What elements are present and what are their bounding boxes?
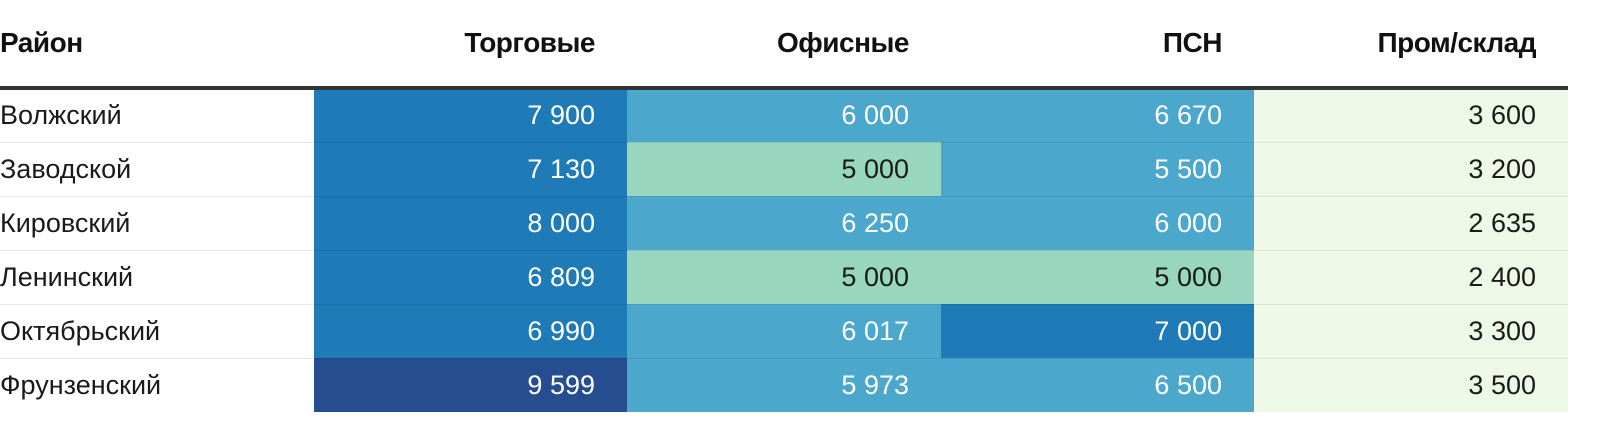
heat-cell-retail: 6 809 xyxy=(314,250,627,305)
column-header-retail: Торговые xyxy=(314,0,627,90)
row-label: Кировский xyxy=(0,196,314,251)
heat-cell-retail: 9 599 xyxy=(314,358,627,412)
heat-cell-psn: 6 500 xyxy=(941,358,1254,412)
heat-cell-office: 6 017 xyxy=(627,304,941,359)
table-row: Заводской 7 130 5 000 5 500 3 200 xyxy=(0,142,1568,197)
row-label: Октябрьский xyxy=(0,304,314,359)
heat-cell-psn: 6 670 xyxy=(941,88,1254,143)
heat-cell-industrial: 3 300 xyxy=(1254,304,1568,359)
column-header-psn: ПСН xyxy=(941,0,1254,90)
row-label: Фрунзенский xyxy=(0,358,314,412)
header-row: Район Торговые Офисные ПСН Пром/склад xyxy=(0,0,1568,90)
heatmap-table: Район Торговые Офисные ПСН Пром/склад Во… xyxy=(0,0,1568,412)
heat-cell-psn: 7 000 xyxy=(941,304,1254,359)
heatmap-body: Волжский 7 900 6 000 6 670 3 600 Заводской 7 1… xyxy=(0,88,1568,412)
heat-cell-retail: 7 900 xyxy=(314,88,627,143)
heat-cell-office: 5 000 xyxy=(627,250,941,305)
heat-cell-industrial: 3 200 xyxy=(1254,142,1568,197)
heat-cell-office: 5 000 xyxy=(627,142,941,197)
heat-cell-industrial: 3 600 xyxy=(1254,88,1568,143)
heat-cell-retail: 8 000 xyxy=(314,196,627,251)
heat-cell-psn: 5 000 xyxy=(941,250,1254,305)
heat-cell-industrial: 3 500 xyxy=(1254,358,1568,412)
column-header-office: Офисные xyxy=(627,0,941,90)
table-row: Волжский 7 900 6 000 6 670 3 600 xyxy=(0,88,1568,143)
table-row: Ленинский 6 809 5 000 5 000 2 400 xyxy=(0,250,1568,305)
heat-cell-psn: 5 500 xyxy=(941,142,1254,197)
heat-cell-retail: 6 990 xyxy=(314,304,627,359)
heatmap-table-container: Район Торговые Офисные ПСН Пром/склад Во… xyxy=(0,0,1568,412)
column-header-industrial: Пром/склад xyxy=(1254,0,1568,90)
table-row: Кировский 8 000 6 250 6 000 2 635 xyxy=(0,196,1568,251)
heat-cell-retail: 7 130 xyxy=(314,142,627,197)
heat-cell-industrial: 2 400 xyxy=(1254,250,1568,305)
table-row: Фрунзенский 9 599 5 973 6 500 3 500 xyxy=(0,358,1568,412)
heat-cell-psn: 6 000 xyxy=(941,196,1254,251)
heat-cell-office: 6 250 xyxy=(627,196,941,251)
row-label: Ленинский xyxy=(0,250,314,305)
heat-cell-office: 6 000 xyxy=(627,88,941,143)
heat-cell-office: 5 973 xyxy=(627,358,941,412)
row-label: Волжский xyxy=(0,88,314,143)
table-row: Октябрьский 6 990 6 017 7 000 3 300 xyxy=(0,304,1568,359)
column-header-district: Район xyxy=(0,0,314,90)
heat-cell-industrial: 2 635 xyxy=(1254,196,1568,251)
row-label: Заводской xyxy=(0,142,314,197)
